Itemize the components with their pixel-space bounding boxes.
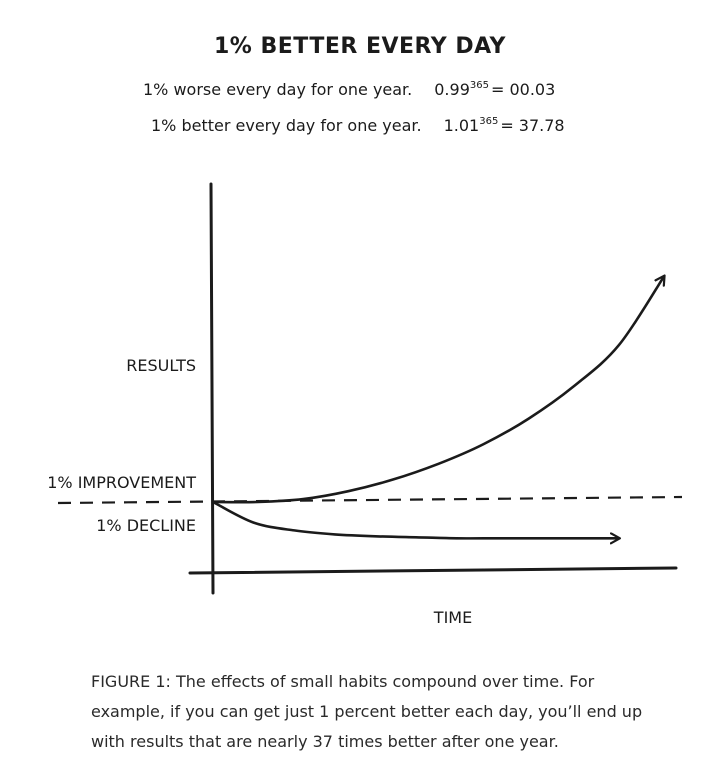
x-axis: [188, 566, 678, 575]
decline-label: 1% DECLINE: [96, 516, 196, 535]
y-axis-label: RESULTS: [126, 356, 196, 375]
equation-better-base: 1.01: [443, 116, 480, 135]
equation-worse-label: 1% worse every day for one year.: [143, 80, 413, 99]
decline-curve: [211, 500, 619, 538]
equation-better-label: 1% better every day for one year.: [151, 116, 422, 135]
x-axis-label: TIME: [433, 608, 472, 627]
equation-worse-exponent: 365: [469, 80, 489, 91]
equation-worse: 1% worse every day for one year. 0.99365 =…: [143, 80, 555, 99]
equation-better: 1% better every day for one year. 1.01365…: [151, 116, 565, 135]
page-title: 1% BETTER EVERY DAY: [214, 34, 506, 59]
equation-worse-result: = 00.03: [490, 80, 556, 99]
equation-better-result: = 37.78: [500, 116, 565, 135]
equation-worse-base: 0.99: [434, 80, 470, 99]
improvement-label: 1% IMPROVEMENT: [47, 473, 196, 492]
baseline-dashed-line: [57, 495, 683, 505]
improvement-curve: [211, 276, 664, 504]
figure-caption: FIGURE 1: The effects of small habits co…: [91, 672, 643, 751]
y-axis: [209, 182, 215, 595]
equation-better-exponent: 365: [479, 116, 499, 127]
